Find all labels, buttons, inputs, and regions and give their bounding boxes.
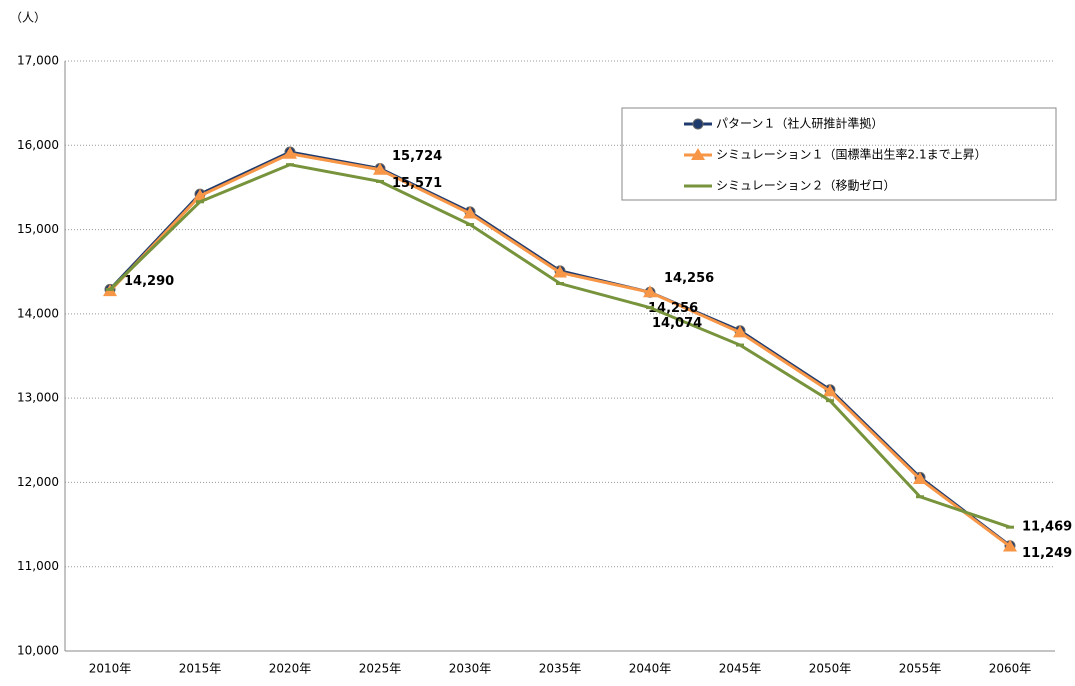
legend-label: シミュレーション１（国標準出生率2.1まで上昇） [716, 147, 987, 162]
data-label: 14,074 [652, 316, 702, 331]
marker [826, 399, 834, 403]
y-tick-label: 15,000 [17, 222, 59, 236]
data-label: 15,724 [392, 149, 442, 164]
marker [736, 343, 744, 347]
data-label: 15,571 [392, 176, 442, 191]
x-tick-label: 2035年 [539, 662, 582, 676]
x-tick-label: 2015年 [179, 662, 222, 676]
x-tick-label: 2045年 [719, 662, 762, 676]
x-tick-label: 2040年 [629, 662, 672, 676]
x-tick-label: 2010年 [89, 662, 132, 676]
marker [106, 287, 114, 291]
y-tick-label: 12,000 [17, 475, 59, 489]
data-label: 11,469 [1022, 520, 1072, 535]
marker [823, 384, 837, 397]
series-line [108, 163, 1011, 529]
marker [1003, 539, 1017, 552]
marker [466, 223, 474, 227]
marker [373, 162, 387, 175]
data-label: 14,256 [664, 271, 714, 286]
legend-label: パターン１（社人研推計準拠） [716, 116, 883, 131]
data-label: 11,249 [1022, 546, 1072, 561]
marker [193, 188, 207, 201]
series-line [108, 152, 1011, 548]
marker [916, 495, 924, 499]
marker [463, 206, 477, 219]
y-tick-label: 17,000 [17, 54, 59, 68]
marker [286, 163, 294, 167]
y-tick-label: 10,000 [17, 644, 59, 658]
x-tick-label: 2050年 [809, 662, 852, 676]
data-label: 14,290 [124, 274, 174, 289]
y-tick-label: 13,000 [17, 391, 59, 405]
marker [553, 265, 567, 278]
marker [283, 146, 297, 159]
x-tick-label: 2025年 [359, 662, 402, 676]
legend-label: シミュレーション２（移動ゼロ） [716, 179, 896, 193]
x-tick-label: 2030年 [449, 662, 492, 676]
y-tick-label: 11,000 [17, 559, 59, 573]
y-axis-unit: （人） [10, 11, 46, 25]
marker [694, 184, 702, 188]
marker [692, 118, 704, 130]
marker [556, 282, 564, 286]
marker [376, 179, 384, 183]
series-line [108, 150, 1011, 547]
x-tick-label: 2020年 [269, 662, 312, 676]
y-tick-label: 14,000 [17, 306, 59, 320]
y-tick-label: 16,000 [17, 138, 59, 152]
marker [733, 325, 747, 338]
marker [196, 200, 204, 204]
x-tick-label: 2060年 [989, 662, 1032, 676]
data-label: 14,256 [648, 301, 698, 316]
marker [643, 285, 657, 298]
marker [646, 306, 654, 310]
marker [691, 148, 705, 160]
marker [1006, 525, 1014, 529]
x-tick-label: 2055年 [899, 662, 942, 676]
marker [913, 472, 927, 485]
